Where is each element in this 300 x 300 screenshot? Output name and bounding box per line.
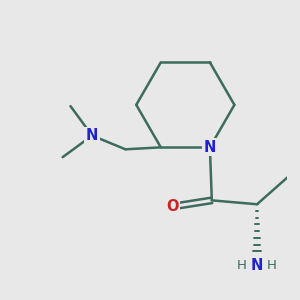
Text: H: H bbox=[267, 259, 277, 272]
Text: N: N bbox=[86, 128, 98, 143]
Text: N: N bbox=[204, 140, 216, 155]
Text: N: N bbox=[251, 258, 263, 273]
Text: O: O bbox=[166, 199, 179, 214]
Text: H: H bbox=[237, 259, 247, 272]
